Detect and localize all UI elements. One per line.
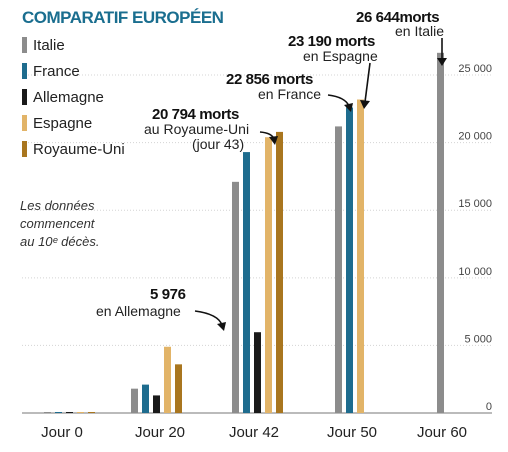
x-tick-label: Jour 60 (417, 424, 467, 441)
bar-espagne-jour-20 (164, 346, 171, 413)
bar-italie-jour-20 (131, 388, 138, 413)
y-tick-label: 25 000 (458, 63, 492, 75)
y-tick-label: 15 000 (458, 198, 492, 210)
annotation-royaume-uni-value: 20 794 morts (152, 106, 239, 123)
annotation-royaume-uni-arrowhead (269, 136, 278, 145)
y-tick-label: 0 (486, 401, 492, 413)
bar-royaume-uni-jour-0 (88, 412, 95, 413)
bar-allemagne-jour-20 (153, 395, 160, 413)
legend-swatch-allemagne (22, 89, 27, 105)
annotation-italie: 26 644morts en Italie (356, 9, 447, 66)
annotation-espagne-value: 23 190 morts (288, 33, 375, 50)
annotation-allemagne-text: en Allemagne (96, 303, 181, 319)
annotation-royaume-uni: 20 794 morts au Royaume-Uni (jour 43) (144, 106, 278, 152)
bar-italie-jour-60 (437, 52, 444, 413)
legend-label-espagne: Espagne (33, 115, 92, 132)
annotation-france: 22 856 morts en France (226, 71, 353, 112)
chart-title: COMPARATIF EUROPÉEN (22, 8, 224, 27)
legend-label-italie: Italie (33, 37, 65, 54)
annotation-allemagne-value: 5 976 (150, 286, 186, 303)
bar-espagne-jour-42 (265, 137, 272, 413)
bar-allemagne-jour-42 (254, 332, 261, 413)
annotation-allemagne-arrow (194, 310, 223, 326)
data-note-line-3: au 10ᵉ décès. (20, 234, 99, 249)
bar-france-jour-50 (346, 107, 353, 414)
annotation-espagne: 23 190 morts en Espagne (288, 33, 378, 109)
legend-label-france: France (33, 63, 80, 80)
bars (44, 52, 444, 414)
data-note-line-1: Les données (20, 198, 95, 213)
bar-italie-jour-0 (44, 412, 51, 413)
bar-allemagne-jour-0 (66, 412, 73, 413)
data-note-line-2: commencent (20, 216, 96, 231)
annotation-allemagne: 5 976 en Allemagne (96, 286, 226, 331)
annotation-italie-text: en Italie (395, 23, 444, 39)
annotation-france-arrow (327, 94, 350, 107)
legend-swatch-espagne (22, 115, 27, 131)
y-tick-label: 10 000 (458, 266, 492, 278)
x-axis-categories: Jour 0 Jour 20 Jour 42 Jour 50 Jour 60 (41, 424, 467, 441)
legend-swatch-royaume-uni (22, 141, 27, 157)
legend-swatch-france (22, 63, 27, 79)
annotation-italie-arrowhead (437, 58, 447, 66)
annotation-france-arrowhead (344, 103, 353, 112)
bar-espagne-jour-50 (357, 99, 364, 413)
annotation-espagne-arrow (364, 62, 371, 103)
annotation-royaume-uni-text-2: (jour 43) (192, 136, 244, 152)
bar-royaume-uni-jour-20 (175, 364, 182, 413)
y-tick-label: 20 000 (458, 131, 492, 143)
y-tick-label: 5 000 (464, 333, 492, 345)
bar-france-jour-20 (142, 384, 149, 413)
bar-france-jour-0 (55, 412, 62, 413)
bar-espagne-jour-0 (77, 412, 84, 413)
bar-france-jour-42 (243, 152, 250, 413)
x-tick-label: Jour 0 (41, 424, 83, 441)
annotation-espagne-arrowhead (360, 100, 370, 109)
annotation-france-text: en France (258, 86, 321, 102)
x-tick-label: Jour 50 (327, 424, 377, 441)
annotation-allemagne-arrowhead (217, 322, 226, 331)
bar-italie-jour-42 (232, 181, 239, 413)
bar-italie-jour-50 (335, 126, 342, 413)
annotation-france-value: 22 856 morts (226, 71, 313, 88)
legend-label-royaume-uni: Royaume-Uni (33, 141, 125, 158)
legend-swatch-italie (22, 37, 27, 53)
legend-label-allemagne: Allemagne (33, 89, 104, 106)
annotation-italie-value: 26 644morts (356, 9, 439, 26)
annotation-royaume-uni-text: au Royaume-Uni (144, 121, 249, 137)
x-tick-label: Jour 42 (229, 424, 279, 441)
y-axis-ticks: 0 5 000 10 000 15 000 20 000 25 000 (458, 63, 492, 413)
bar-royaume-uni-jour-42 (276, 131, 283, 413)
annotation-espagne-text: en Espagne (303, 48, 378, 64)
x-tick-label: Jour 20 (135, 424, 185, 441)
legend: Italie France Allemagne Espagne Royaume-Uni (22, 37, 125, 158)
